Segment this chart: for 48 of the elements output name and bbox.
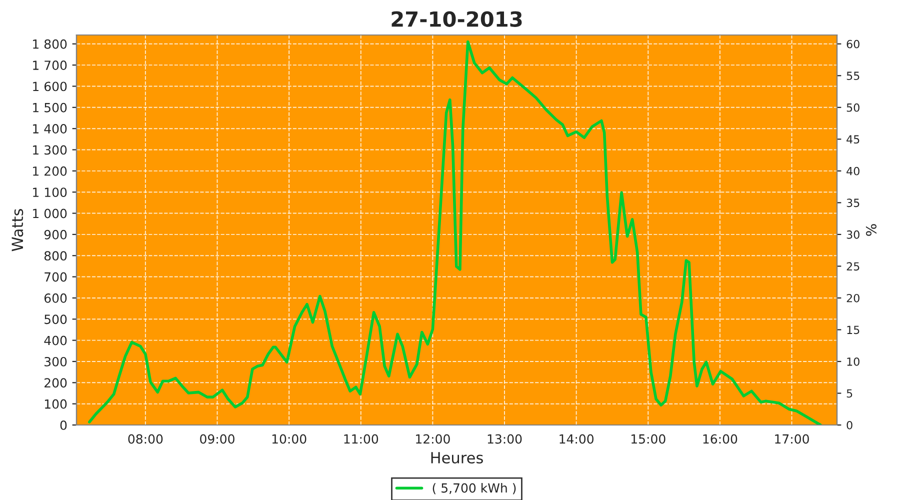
y2-tick-label: 25	[846, 262, 860, 271]
y-tick-label: 800	[44, 251, 67, 261]
y2-tick-label: 45	[846, 135, 860, 144]
y2-tick-label: 55	[846, 72, 860, 80]
y-tick-label: 1 800	[33, 39, 67, 49]
y-axis-title: Watts	[12, 209, 24, 252]
y2-tick-label: 5	[846, 389, 852, 398]
x-tick-label: 11:00	[344, 434, 378, 444]
y2-tick-label: 15	[847, 326, 860, 334]
y-tick-label: 200	[44, 378, 67, 388]
y-tick-label: 700	[44, 272, 67, 282]
y-tick-label: 1 600	[33, 82, 67, 92]
y2-tick-label: 40	[846, 166, 860, 176]
x-tick-label: 10:00	[272, 434, 306, 444]
y2-tick-label: 20	[846, 294, 860, 302]
legend-label: ( 5,700 kWh )	[432, 483, 516, 494]
y-tick-label: 900	[44, 230, 67, 240]
y-tick-label: 1 000	[33, 208, 67, 218]
x-tick-label: 17:00	[775, 434, 809, 444]
y2-tick-label: 35	[846, 198, 860, 208]
x-tick-label: 14:00	[560, 434, 594, 444]
y-tick-label: 400	[44, 336, 67, 346]
x-tick-label: 15:00	[631, 434, 666, 444]
y-tick-label: 100	[44, 399, 67, 409]
y-tick-label: 500	[44, 314, 67, 324]
y-tick-label: 1 700	[33, 60, 67, 70]
x-tick-label: 13:00	[488, 434, 522, 444]
line-series	[88, 40, 822, 425]
y2-axis-title: %	[866, 224, 876, 236]
x-tick-label: 08:00	[128, 434, 163, 444]
x-tick-label: 09:00	[200, 434, 234, 444]
y-tick-label: 1 200	[33, 166, 67, 176]
y-tick-label: 1 100	[33, 188, 67, 198]
y2-tick-label: 50	[846, 103, 860, 112]
y2-tick-label: 10	[847, 357, 860, 366]
y-tick-label: 1 300	[33, 145, 67, 155]
chart-title: 27-10-2013	[392, 11, 522, 27]
y-tick-label: 600	[44, 293, 67, 303]
y2-tick-label: 30	[846, 230, 860, 239]
y-tick-label: 1 400	[33, 124, 67, 134]
y-tick-label: 1 500	[33, 102, 67, 112]
x-tick-label: 16:00	[703, 434, 738, 444]
x-axis-title: Heures	[431, 452, 483, 464]
y2-tick-label: 60	[846, 40, 860, 48]
x-tick-label: 12:00	[416, 434, 450, 444]
y-tick-label: 0	[60, 420, 67, 430]
y2-tick-label: 0	[846, 420, 852, 430]
y-tick-label: 300	[44, 356, 67, 366]
